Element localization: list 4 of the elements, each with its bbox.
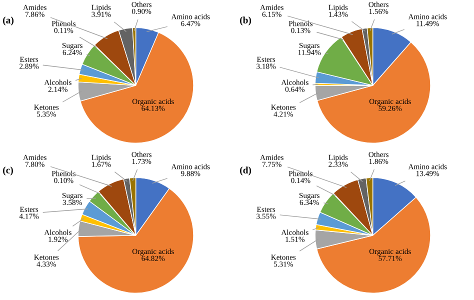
text: (d)	[240, 166, 252, 176]
text: (b)	[240, 16, 252, 26]
text: (c)	[3, 166, 13, 176]
text: (a)	[3, 16, 14, 26]
